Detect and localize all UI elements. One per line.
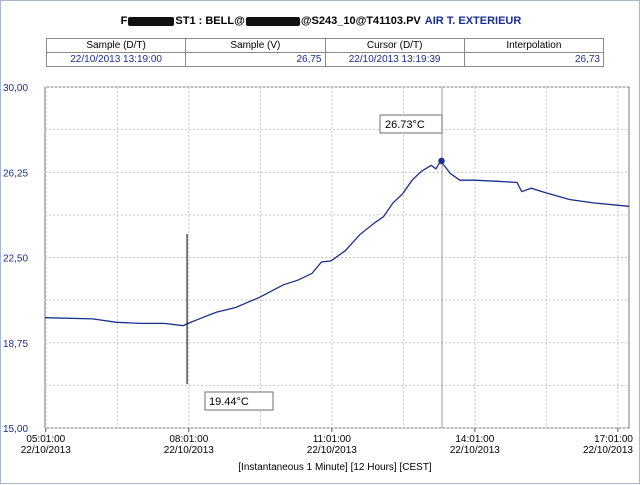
redacted-text bbox=[128, 16, 175, 26]
marker-value-label: 19.44°C bbox=[204, 391, 274, 411]
x-tick-time: 05:01:00 bbox=[26, 434, 65, 445]
title-tag: AIR T. EXTERIEUR bbox=[424, 15, 522, 27]
title-part-1: ST1 : BELL@ bbox=[175, 15, 245, 27]
x-tick-date: 22/10/2013 bbox=[583, 445, 633, 456]
title-part-2: @S243_10@T41103.PV bbox=[300, 15, 421, 27]
chart-footer: [Instantaneous 1 Minute] [12 Hours] [CES… bbox=[238, 462, 432, 473]
y-tick-label: 18,75 bbox=[3, 339, 28, 350]
marker-value-text: 19.44°C bbox=[209, 396, 249, 408]
x-tick-date: 22/10/2013 bbox=[307, 445, 357, 456]
y-tick-label: 30,00 bbox=[3, 83, 28, 94]
x-tick-time: 08:01:00 bbox=[169, 434, 208, 445]
y-tick-label: 22,50 bbox=[3, 254, 28, 265]
chart-title: F ST1 : BELL@ @S243_10@T41103.PV AIR T. EXT… bbox=[1, 15, 640, 27]
series-line bbox=[44, 159, 630, 327]
x-tick-time: 17:01:00 bbox=[594, 434, 633, 445]
sample-info-table: Sample (D/T) Sample (V) Cursor (D/T) Int… bbox=[45, 38, 605, 67]
x-tick-date: 22/10/2013 bbox=[164, 445, 214, 456]
cursor-value-text: 26.73°C bbox=[385, 119, 425, 131]
grid-lines bbox=[45, 86, 629, 429]
x-tick-time: 11:01:00 bbox=[313, 434, 352, 445]
value-sample-dt: 22/10/2013 13:19:00 bbox=[45, 52, 187, 67]
x-axis-ticks: 05:01:0022/10/201308:01:0022/10/201311:0… bbox=[21, 428, 633, 456]
info-value-row: 22/10/2013 13:19:00 26,75 22/10/2013 13:… bbox=[45, 52, 605, 67]
y-tick-label: 15,00 bbox=[3, 424, 28, 435]
y-tick-label: 26,25 bbox=[3, 168, 28, 179]
redacted-text bbox=[245, 16, 300, 26]
x-tick-time: 14:01:00 bbox=[455, 434, 494, 445]
cursor-value-label: 26.73°C bbox=[379, 114, 443, 134]
title-prefix: F bbox=[120, 15, 128, 27]
y-axis-ticks: 30,00 26,25 22,50 18,75 15,00 bbox=[3, 83, 28, 435]
x-tick-date: 22/10/2013 bbox=[21, 445, 71, 456]
value-interpolation: 26,73 bbox=[463, 52, 605, 67]
x-tick-date: 22/10/2013 bbox=[450, 445, 500, 456]
sample-point bbox=[438, 157, 445, 165]
